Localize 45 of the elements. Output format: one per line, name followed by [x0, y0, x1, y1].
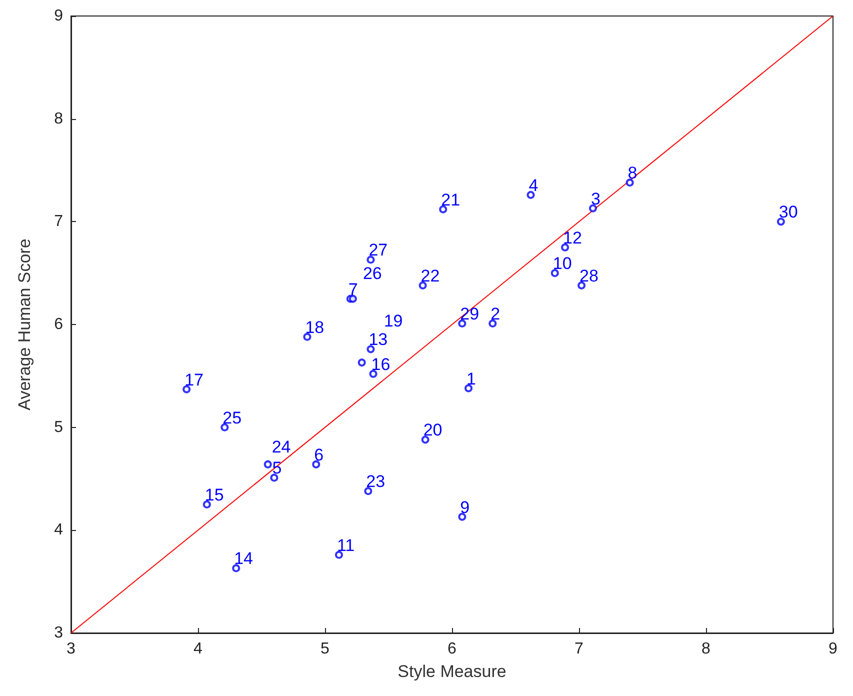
y-tick-label: 8	[54, 110, 64, 128]
annotation: 28	[580, 266, 598, 286]
x-tick-label: 9	[828, 640, 838, 658]
annotation: 27	[368, 240, 388, 260]
annotation: 6	[314, 445, 324, 464]
annotation: 1	[466, 369, 476, 388]
y-tick-label: 4	[54, 522, 64, 539]
y-tick-label: 9	[54, 8, 64, 24]
annotation: 8	[628, 164, 638, 183]
x-tick-label: 5	[320, 640, 330, 658]
annotation: 3	[590, 189, 600, 208]
y-tick-label: 6	[54, 316, 64, 333]
annotation: 25	[222, 408, 242, 428]
annotation: 16	[371, 354, 390, 374]
annotation: 12	[563, 228, 582, 248]
annotation: 22	[420, 266, 440, 286]
annotation: 14	[234, 549, 254, 568]
annotation: 4	[528, 176, 538, 195]
x-tick-label: 3	[66, 640, 76, 658]
annotation: 24	[272, 437, 291, 456]
annotation: 21	[441, 190, 460, 210]
y-tick-label: 7	[54, 213, 64, 230]
annotation: 30	[778, 202, 798, 222]
annotation: 13	[368, 330, 388, 350]
x-tick-label: 4	[194, 640, 203, 658]
annotation: 2	[490, 304, 500, 324]
x-tick-label: 6	[448, 640, 457, 658]
x-axis-title: Style Measure	[398, 662, 506, 681]
annotation: 11	[336, 536, 355, 555]
annotation: 29	[460, 304, 480, 324]
annotation: 20	[423, 420, 442, 440]
y-axis-title: Average Human Score	[15, 238, 34, 410]
x-tick-label: 7	[574, 640, 584, 658]
annotation: 10	[552, 254, 572, 274]
annotation: 26	[362, 264, 382, 283]
y-tick-label: 5	[54, 418, 64, 436]
x-tick-label: 8	[702, 640, 711, 658]
annotation: 17	[184, 370, 204, 390]
annotation: 7	[348, 280, 358, 299]
annotation: 18	[305, 318, 324, 337]
y-tick-label: 3	[54, 624, 64, 642]
annotation: 9	[460, 498, 470, 517]
annotation: 15	[204, 485, 224, 504]
annotation: 19	[384, 312, 403, 331]
annotation: 23	[366, 472, 386, 492]
